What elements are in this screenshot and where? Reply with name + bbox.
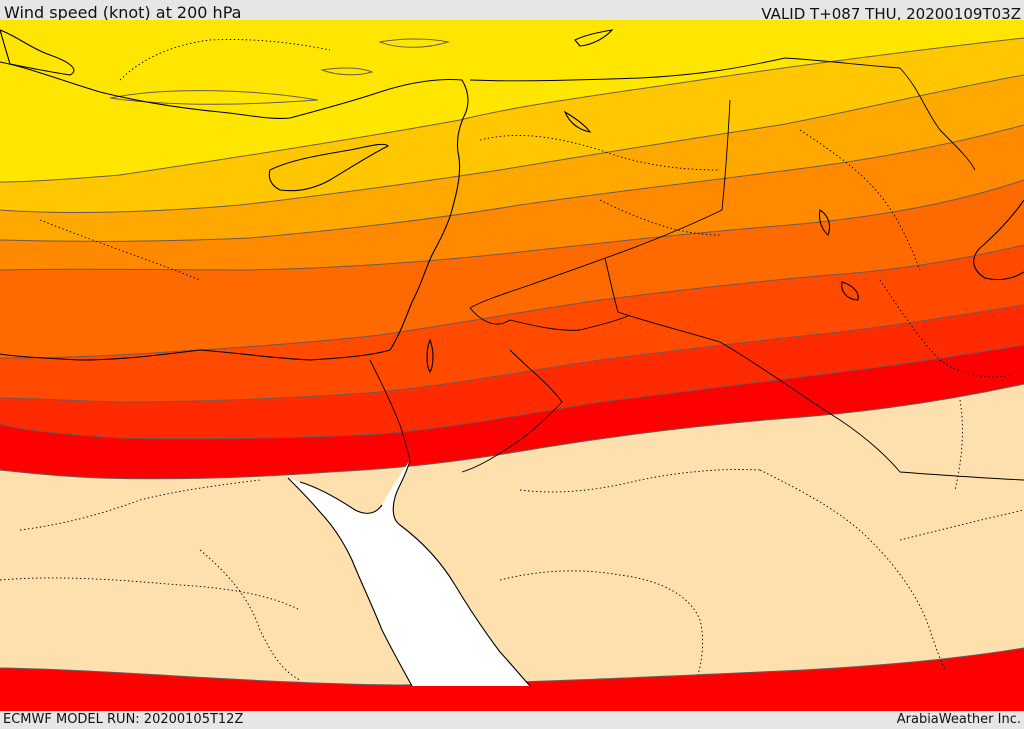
credit-text: ArabiaWeather Inc. [896,712,1021,727]
wind-band-1 [0,20,1024,182]
valid-time: VALID T+087 THU, 20200109T03Z [761,5,1021,23]
coastlines [0,29,1024,687]
wind-band-7 [0,305,1024,439]
isotach-lines [0,37,1024,686]
footer-bar: ECMWF MODEL RUN: 20200105T12Z ArabiaWeat… [0,711,1024,729]
header-bar: Wind speed (knot) at 200 hPa VALID T+087… [0,0,1024,23]
wind-band-4 [0,125,1024,270]
model-run: ECMWF MODEL RUN: 20200105T12Z [3,712,244,727]
southern-jet-band [0,648,1024,711]
wind-band-8 [0,345,1024,479]
map-title: Wind speed (knot) at 200 hPa [4,3,242,22]
wind-speed-map [0,20,1024,711]
red-sea [288,460,530,686]
wind-band-5 [0,180,1024,358]
wind-band-2 [0,38,1024,213]
country-borders [369,57,1024,481]
province-boundaries [0,39,1024,681]
wind-band-3 [0,75,1024,242]
wind-band-6 [0,245,1024,402]
